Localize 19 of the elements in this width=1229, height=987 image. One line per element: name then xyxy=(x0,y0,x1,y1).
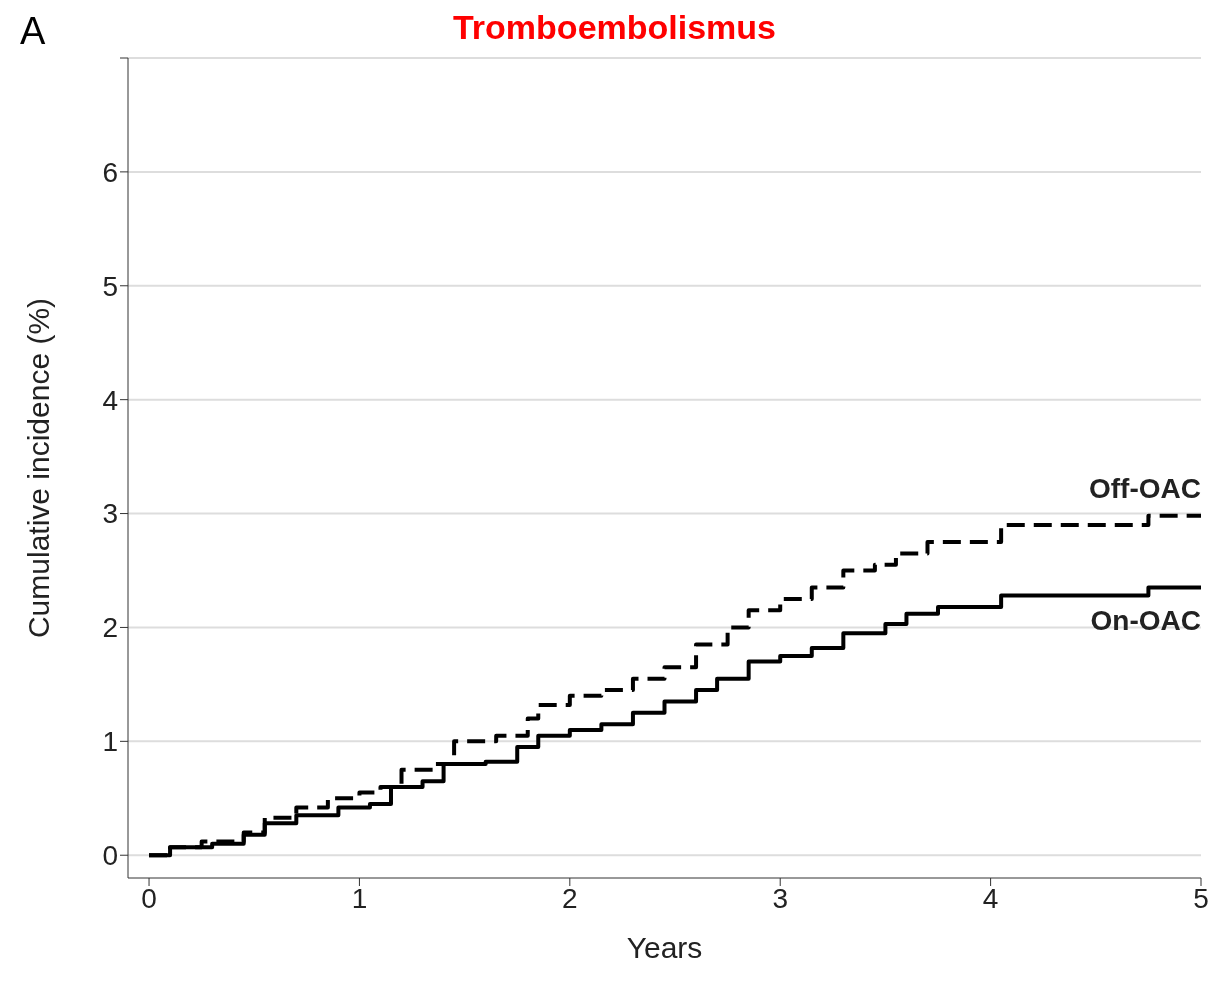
x-tick-label: 5 xyxy=(1193,882,1209,914)
x-tick-label: 3 xyxy=(772,882,788,914)
y-tick-label: 5 xyxy=(102,270,118,302)
series-label: On-OAC xyxy=(1090,604,1201,636)
y-tick-label: 1 xyxy=(102,726,118,758)
x-tick-label: 1 xyxy=(351,882,368,914)
y-tick-label: 6 xyxy=(102,156,118,188)
y-tick-label: 4 xyxy=(102,384,118,416)
y-tick-label: 2 xyxy=(102,612,118,644)
y-axis-title: Cumulative incidence (%) xyxy=(21,297,55,639)
y-tick-label: 0 xyxy=(102,840,118,872)
x-tick-label: 2 xyxy=(562,882,578,914)
x-axis-title: Years xyxy=(626,931,703,964)
chart-title: Tromboembolismus xyxy=(452,8,777,46)
series-label: Off-OAC xyxy=(1089,472,1201,504)
x-tick-label: 4 xyxy=(982,882,999,914)
text: A xyxy=(20,10,46,53)
y-tick-label: 3 xyxy=(102,498,118,530)
x-tick-label: 0 xyxy=(141,882,157,914)
